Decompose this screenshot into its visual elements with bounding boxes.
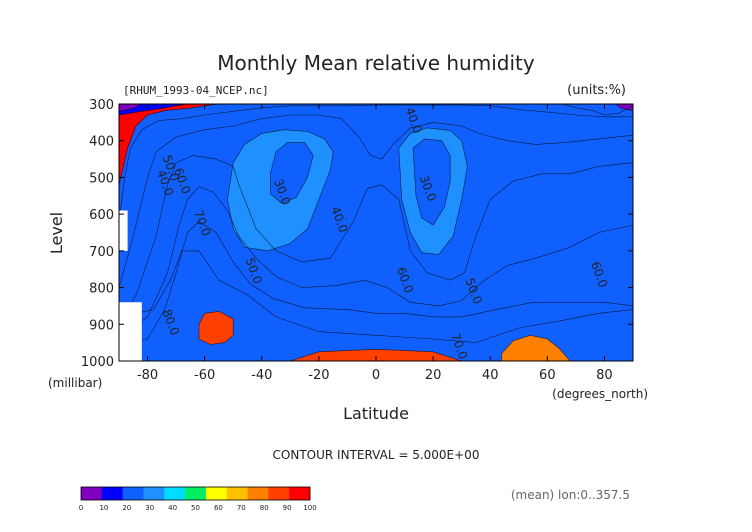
contour-band-9: [615, 104, 633, 111]
colorbar-swatch-9: [268, 487, 290, 500]
colorbar-label: 100: [303, 504, 316, 512]
colorbar-swatch-1: [101, 487, 123, 500]
y-tick-label: 800: [89, 282, 114, 297]
missing-data-block-1: [119, 302, 142, 361]
x-axis-units: (degrees_north): [552, 387, 648, 401]
colorbar: 0 10 20 30 40 50 60 70 80 90 100: [79, 486, 317, 512]
x-tick-label: -20: [308, 368, 329, 383]
contour-band-8: [119, 104, 142, 112]
colorbar-label: 80: [260, 504, 269, 512]
colorbar-label: 40: [168, 504, 177, 512]
colorbar-swatch-0: [81, 487, 103, 500]
colorbar-label: 70: [237, 504, 246, 512]
contour-region-line-6: [290, 348, 462, 361]
y-tick-label: 400: [89, 135, 114, 150]
contour-region-line-5: [501, 334, 571, 361]
contour-region-line-3: [412, 138, 451, 226]
colorbar-label: 30: [145, 504, 154, 512]
colorbar-swatch-4: [164, 487, 186, 500]
colorbar-swatch-3: [143, 487, 165, 500]
colorbar-swatch-10: [289, 487, 311, 500]
colorbar-label: 20: [122, 504, 131, 512]
contour-region-3: [413, 138, 451, 226]
colorbar-swatch-8: [247, 487, 269, 500]
colorbar-swatch-6: [205, 487, 228, 500]
x-tick-label: 60: [539, 368, 556, 383]
y-tick-label: 900: [89, 318, 114, 333]
contour-interval-text: CONTOUR INTERVAL = 5.000E+00: [273, 448, 480, 462]
missing-data-regions: [119, 210, 142, 361]
units-label: (units:%): [567, 83, 626, 98]
colorbar-swatch-5: [185, 487, 207, 500]
contour-region-line-4: [198, 311, 234, 345]
missing-data-block-0: [119, 210, 128, 251]
colorbar-swatch-7: [226, 487, 248, 500]
x-tick-label: 0: [372, 368, 380, 383]
x-axis-label: Latitude: [343, 404, 409, 423]
contour-line-6: [119, 104, 633, 361]
contour-line-4: [119, 114, 633, 361]
contour-line-8: [119, 104, 142, 112]
contour-line-1: [119, 221, 633, 361]
y-axis-label: Level: [47, 212, 66, 254]
x-axis-ticks: -80 -60 -40 -20 0 20 40 60 80: [137, 104, 613, 383]
contour-region-4: [199, 311, 234, 345]
contour-line-0: [119, 250, 633, 361]
colorbar-label: 0: [79, 504, 83, 512]
x-tick-label: 20: [425, 368, 442, 383]
y-tick-label: 600: [89, 208, 114, 223]
colorbar-swatch-2: [122, 487, 144, 500]
colorbar-label: 50: [191, 504, 200, 512]
contour-line-7: [119, 104, 188, 116]
contour-region-line-2: [398, 127, 468, 255]
x-tick-label: -40: [251, 368, 272, 383]
contour-fill-layers: [119, 104, 633, 361]
contour-line-3: [119, 155, 633, 361]
dataset-label: [RHUM_1993-04_NCEP.nc]: [123, 84, 269, 97]
plot-area: [119, 104, 633, 361]
footer-text: (mean) lon:0..357.5: [511, 488, 630, 502]
contour-band-6: [119, 104, 633, 361]
x-tick-label: -60: [194, 368, 215, 383]
colorbar-label: 60: [214, 504, 223, 512]
chart-title: Monthly Mean relative humidity: [217, 51, 535, 75]
contour-region-1: [270, 142, 314, 204]
y-axis-ticks: 300 400 500 600 700 800 900 1000: [81, 98, 633, 370]
contour-region-line-1: [270, 142, 314, 204]
y-tick-label: 1000: [81, 355, 114, 370]
y-tick-label: 300: [89, 98, 114, 113]
x-tick-label: 80: [596, 368, 613, 383]
contour-line-5: [119, 104, 633, 361]
colorbar-label: 90: [283, 504, 292, 512]
x-tick-label: -80: [137, 368, 158, 383]
x-tick-label: 40: [482, 368, 499, 383]
contour-line-9: [615, 104, 633, 111]
contour-lines: [119, 104, 633, 361]
contour-region-5: [501, 335, 571, 361]
contour-region-6: [290, 349, 462, 361]
y-tick-label: 700: [89, 245, 114, 260]
contour-region-line-0: [227, 129, 334, 252]
colorbar-label: 10: [99, 504, 108, 512]
y-tick-label: 500: [89, 171, 114, 186]
y-axis-units: (millibar): [48, 376, 102, 390]
colorbar-frame: [80, 486, 311, 501]
contour-line-2: [119, 186, 633, 361]
